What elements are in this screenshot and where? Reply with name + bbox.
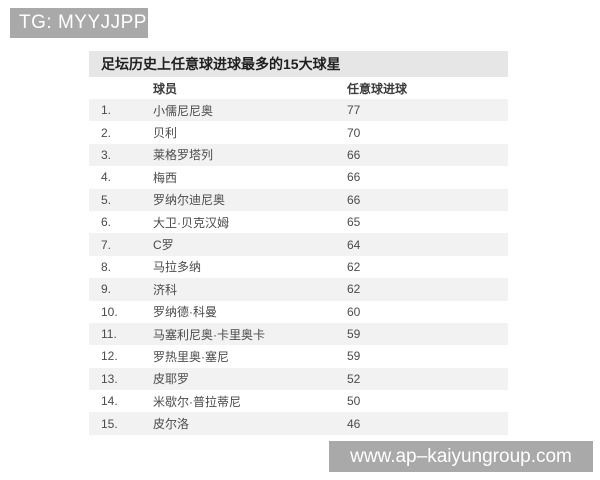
row-player: 济科 [153, 282, 178, 297]
table-row: 3. 莱格罗塔列 66 [89, 143, 508, 167]
row-player: C罗 [153, 238, 174, 253]
column-header-goals: 任意球进球 [347, 81, 408, 96]
row-rank: 14. [101, 394, 118, 409]
row-rank: 3. [101, 147, 112, 162]
row-rank: 7. [101, 237, 112, 252]
table-row: 13. 皮耶罗 52 [89, 367, 508, 391]
row-goals: 62 [347, 282, 361, 297]
row-rank: 8. [101, 259, 112, 274]
table-row: 6. 大卫·贝克汉姆 65 [89, 210, 508, 234]
table-row: 4. 梅西 66 [89, 166, 508, 189]
row-goals: 59 [347, 327, 361, 342]
row-goals: 46 [347, 416, 361, 431]
table-row: 2. 贝利 70 [89, 121, 508, 144]
row-goals: 70 [347, 125, 361, 140]
table-row: 7. C罗 64 [89, 233, 508, 256]
table-row: 12. 罗热里奥·塞尼 59 [89, 345, 508, 368]
row-player: 小儒尼尼奥 [153, 103, 214, 118]
row-goals: 59 [347, 349, 361, 364]
row-goals: 62 [347, 259, 361, 274]
row-player: 大卫·贝克汉姆 [153, 215, 229, 230]
row-player: 马塞利尼奥·卡里奥卡 [153, 327, 265, 342]
row-player: 贝利 [153, 126, 178, 141]
row-goals: 60 [347, 304, 361, 319]
table-row: 9. 济科 62 [89, 278, 508, 301]
row-player: 梅西 [153, 170, 178, 185]
table-row: 8. 马拉多纳 62 [89, 255, 508, 279]
row-rank: 5. [101, 192, 112, 207]
row-player: 米歇尔·普拉蒂尼 [153, 394, 241, 409]
row-goals: 77 [347, 103, 361, 118]
row-rank: 2. [101, 125, 112, 140]
row-rank: 13. [101, 371, 118, 386]
row-rank: 10. [101, 304, 118, 319]
table-row: 10. 罗纳德·科曼 60 [89, 300, 508, 323]
row-player: 罗热里奥·塞尼 [153, 349, 229, 364]
row-player: 罗纳尔迪尼奥 [153, 193, 226, 208]
telegram-watermark: TG: MYYJJPP [10, 8, 148, 38]
table-row: 15. 皮尔洛 46 [89, 412, 508, 435]
row-player: 皮尔洛 [153, 417, 190, 432]
table-title: 足坛历史上任意球进球最多的15大球星 [89, 51, 508, 77]
row-rank: 12. [101, 349, 118, 364]
row-player: 马拉多纳 [153, 260, 202, 275]
row-rank: 4. [101, 170, 112, 185]
row-player: 罗纳德·科曼 [153, 305, 217, 320]
row-goals: 52 [347, 371, 361, 386]
table-row: 14. 米歇尔·普拉蒂尼 50 [89, 390, 508, 413]
row-rank: 1. [101, 103, 112, 118]
freekick-goals-table: 足坛历史上任意球进球最多的15大球星 球员 任意球进球 1. 小儒尼尼奥 77 … [89, 51, 508, 435]
row-goals: 50 [347, 394, 361, 409]
column-header-player: 球员 [153, 81, 178, 96]
row-player: 皮耶罗 [153, 372, 190, 387]
table-body: 1. 小儒尼尼奥 77 2. 贝利 70 3. 莱格罗塔列 66 4. 梅西 6… [89, 99, 508, 435]
row-rank: 9. [101, 282, 112, 297]
row-goals: 64 [347, 237, 361, 252]
row-rank: 11. [101, 327, 117, 342]
table-header-row: 球员 任意球进球 [89, 77, 508, 99]
row-goals: 66 [347, 147, 361, 162]
table-row: 5. 罗纳尔迪尼奥 66 [89, 188, 508, 211]
website-watermark: www.ap–kaiyungroup.com [329, 441, 593, 472]
row-rank: 6. [101, 215, 112, 230]
row-rank: 15. [101, 416, 118, 431]
table-row: 11. 马塞利尼奥·卡里奥卡 59 [89, 322, 508, 346]
table-row: 1. 小儒尼尼奥 77 [89, 99, 508, 122]
row-goals: 66 [347, 192, 361, 207]
row-goals: 66 [347, 170, 361, 185]
row-goals: 65 [347, 215, 361, 230]
row-player: 莱格罗塔列 [153, 148, 214, 163]
